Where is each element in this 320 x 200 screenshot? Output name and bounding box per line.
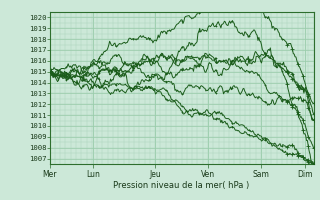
X-axis label: Pression niveau de la mer( hPa ): Pression niveau de la mer( hPa ) [114,181,250,190]
